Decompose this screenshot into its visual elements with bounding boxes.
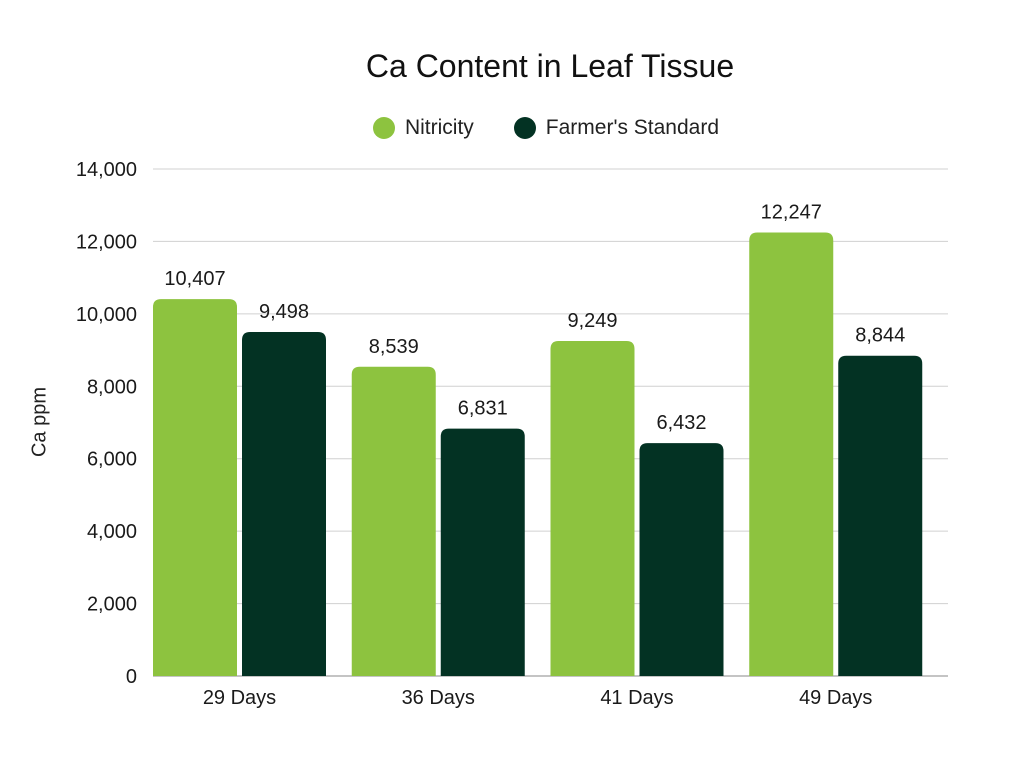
x-tick-label: 36 Days bbox=[402, 687, 475, 709]
y-tick-label: 0 bbox=[126, 666, 137, 688]
bar-farmers-standard bbox=[440, 428, 525, 676]
data-label: 10,407 bbox=[164, 268, 225, 290]
y-tick-label: 12,000 bbox=[76, 231, 137, 253]
bar-nitricity bbox=[749, 232, 834, 676]
legend-item-nitricity: Nitricity bbox=[372, 116, 474, 140]
x-tick-label: 41 Days bbox=[600, 687, 673, 709]
data-label: 8,539 bbox=[369, 336, 419, 358]
y-tick-label: 10,000 bbox=[76, 304, 137, 326]
y-tick-label: 8,000 bbox=[87, 376, 137, 398]
bar-nitricity bbox=[153, 299, 237, 676]
data-label: 8,844 bbox=[855, 325, 905, 347]
data-label: 6,831 bbox=[458, 398, 508, 420]
bar-nitricity bbox=[351, 366, 436, 676]
data-label: 12,247 bbox=[761, 201, 822, 223]
bar-farmers-standard bbox=[242, 332, 326, 676]
legend-swatch-nitricity bbox=[372, 117, 395, 139]
legend-label-farmers-standard: Farmer's Standard bbox=[545, 116, 720, 139]
data-label: 9,249 bbox=[567, 310, 617, 332]
legend-swatch-farmers-standard bbox=[513, 117, 536, 139]
y-tick-label: 4,000 bbox=[87, 521, 137, 543]
bar-farmers-standard bbox=[639, 443, 724, 676]
legend-item-farmers-standard: Farmer's Standard bbox=[513, 116, 720, 140]
x-tick-label: 49 Days bbox=[799, 687, 872, 709]
bar-farmers-standard bbox=[838, 355, 923, 676]
y-tick-label: 14,000 bbox=[76, 159, 137, 181]
data-label: 9,498 bbox=[259, 301, 309, 323]
chart-title: Ca Content in Leaf Tissue bbox=[365, 48, 735, 84]
legend: Nitricity Farmer's Standard bbox=[0, 116, 1024, 140]
y-tick-label: 6,000 bbox=[87, 449, 137, 471]
y-tick-label: 2,000 bbox=[87, 594, 137, 616]
legend-label-nitricity: Nitricity bbox=[404, 116, 474, 139]
data-label: 6,432 bbox=[656, 412, 706, 434]
x-tick-label: 29 Days bbox=[203, 687, 276, 709]
bar-nitricity bbox=[550, 341, 635, 676]
